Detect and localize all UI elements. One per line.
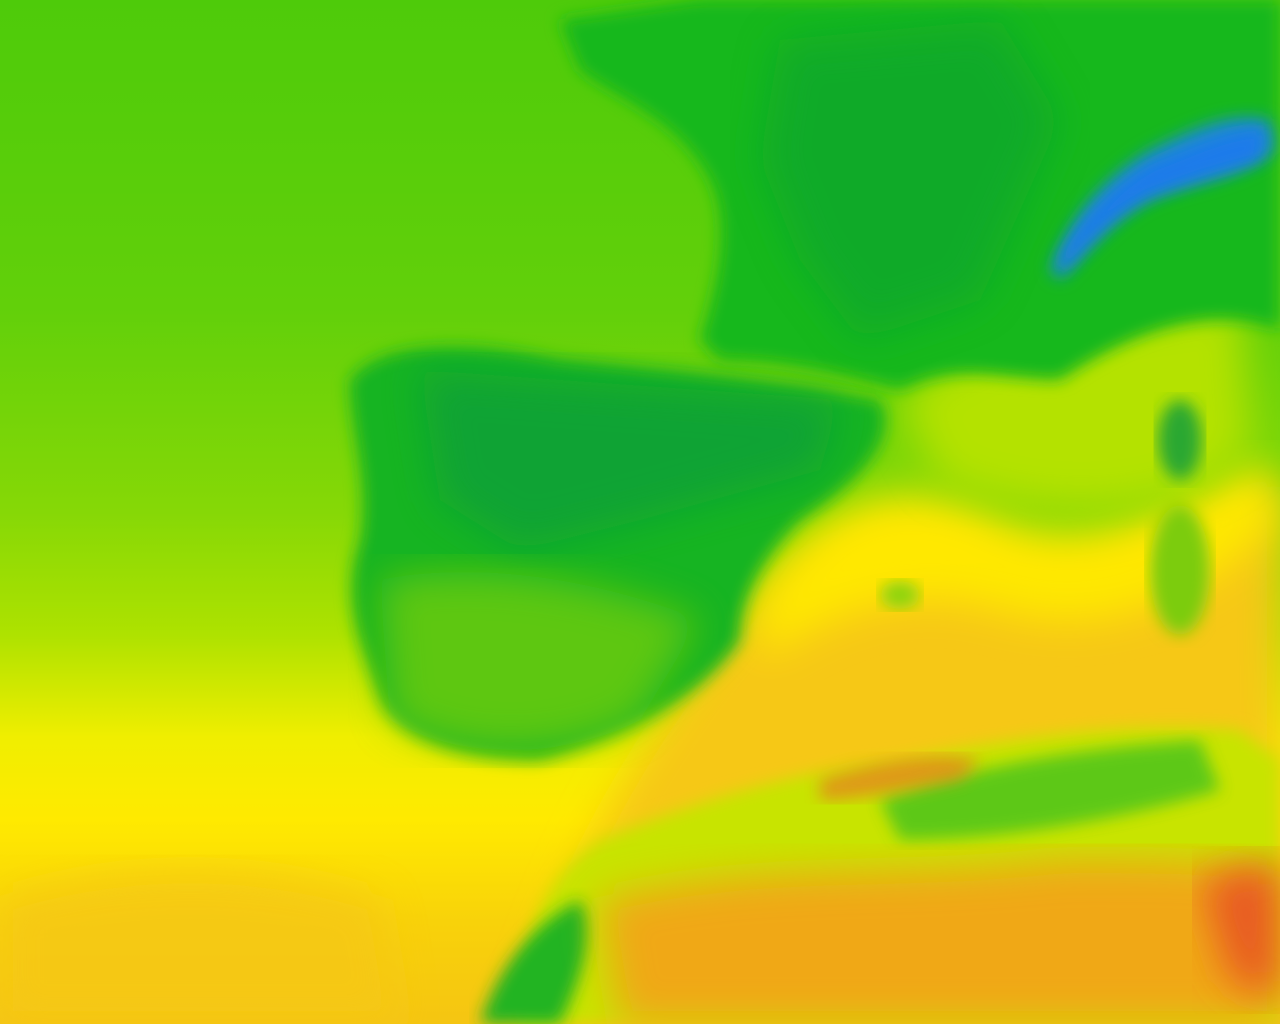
corsica — [1158, 400, 1202, 480]
atlantic-warm-zone — [0, 870, 400, 1024]
france-interior — [760, 20, 1060, 340]
sardinia — [1150, 505, 1210, 635]
morocco-green — [480, 900, 589, 1024]
balearic-island — [880, 581, 920, 609]
atlas-green — [880, 740, 1220, 840]
sahara-hot — [600, 860, 1280, 1024]
alps-peaks — [1060, 130, 1265, 270]
mediterranean-yellow-band — [760, 460, 1280, 660]
iberia-meseta — [420, 370, 840, 550]
hot-spot — [1200, 860, 1280, 1000]
ridge-hot — [820, 756, 980, 800]
iberia-south — [380, 572, 700, 750]
